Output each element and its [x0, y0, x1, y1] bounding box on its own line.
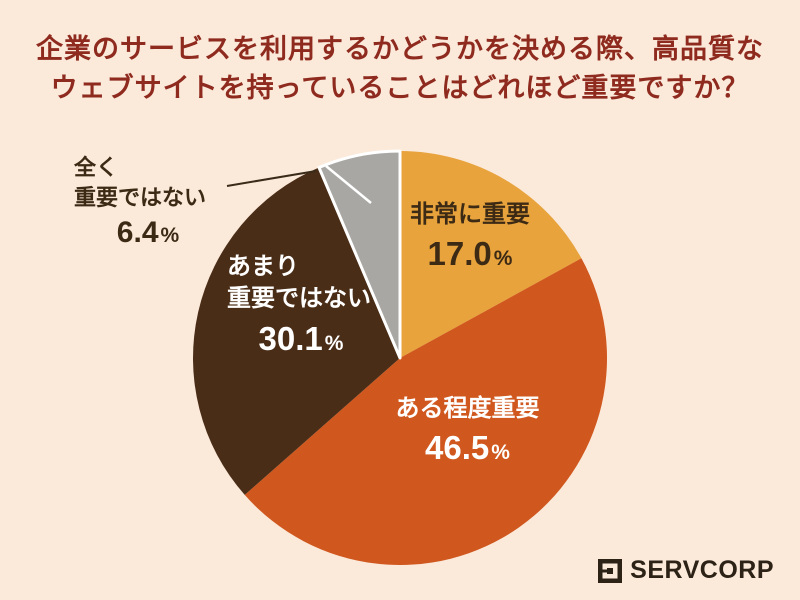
label-not-very-important-unit: %: [324, 331, 344, 355]
label-not-very-important-pct: 30.1%: [227, 318, 375, 359]
label-very-important-value: 17.0: [427, 235, 492, 273]
pie-slice-somewhat-important: [244, 258, 608, 565]
pie-slice-not-at-all-important: [317, 149, 402, 360]
label-somewhat-important-value: 46.5: [425, 429, 490, 467]
pie-slice-very-important: [400, 151, 582, 358]
label-very-important-pct: 17.0%: [360, 233, 580, 274]
chart-title-line1: 企業のサービスを利用するかどうかを決める際、高品質な: [36, 34, 764, 64]
label-not-at-all-important-pct: 6.4%: [74, 214, 222, 252]
label-somewhat-important-name: ある程度重要: [395, 395, 540, 422]
chart-title: 企業のサービスを利用するかどうかを決める際、高品質な ウェブサイトを持っているこ…: [0, 30, 800, 108]
label-not-very-important-value: 30.1: [258, 319, 323, 357]
label-not-at-all-important-unit: %: [160, 224, 180, 248]
label-very-important-unit: %: [493, 247, 513, 271]
label-not-at-all-important-value: 6.4: [116, 216, 159, 250]
label-not-very-important: あまり 重要ではない 30.1%: [227, 251, 375, 359]
callout-leader-line-dark: [226, 170, 317, 187]
label-somewhat-important-pct: 46.5%: [355, 427, 580, 468]
servcorp-logo-icon: [598, 558, 623, 583]
chart-title-line2: ウェブサイトを持っていることはどれほど重要ですか？: [50, 73, 750, 104]
servcorp-logo: SERVCORP: [598, 556, 774, 585]
label-not-at-all-important-name-line2: 重要ではない: [74, 184, 207, 210]
pie-slice-not-very-important: [193, 167, 400, 495]
label-somewhat-important: ある程度重要 46.5%: [355, 393, 580, 469]
label-not-at-all-important-name-line1: 全く: [74, 155, 119, 180]
label-not-very-important-name-line2: 重要ではない: [227, 285, 371, 313]
label-somewhat-important-unit: %: [491, 441, 510, 465]
label-not-very-important-name-line1: あまり: [227, 253, 299, 280]
label-not-at-all-important: 全く 重要ではない 6.4%: [74, 153, 222, 252]
label-very-important-name: 非常に重要: [410, 201, 530, 228]
label-very-important: 非常に重要 17.0%: [360, 199, 580, 275]
callout-leader-line-white: [325, 165, 372, 204]
servcorp-logo-text: SERVCORP: [630, 556, 774, 584]
